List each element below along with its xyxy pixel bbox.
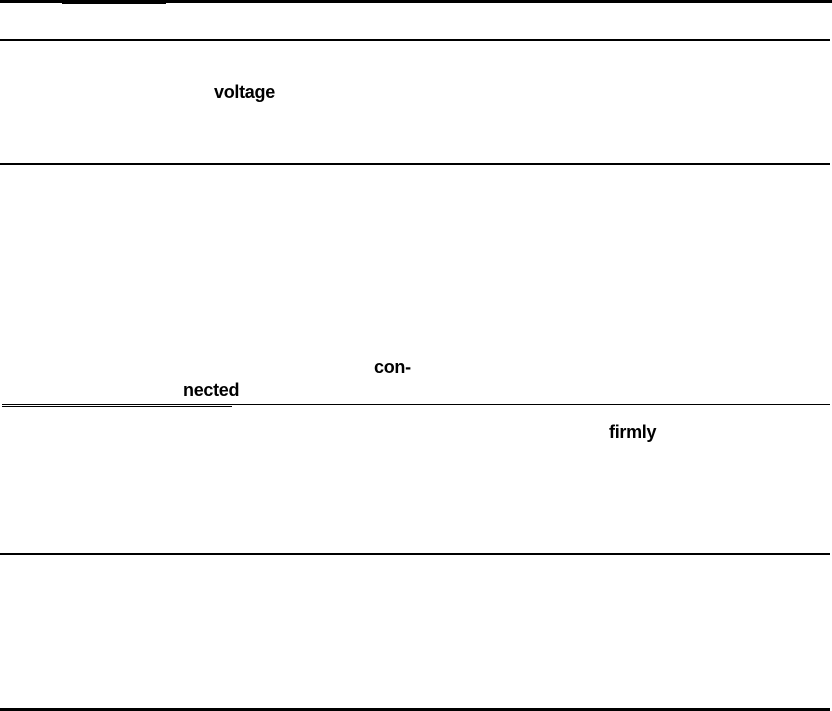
top-rule-tab [62, 0, 166, 4]
divider-1 [0, 39, 830, 41]
divider-3-double [2, 406, 232, 407]
divider-3 [2, 404, 830, 405]
divider-2 [0, 163, 830, 165]
word-con: con- [374, 357, 411, 377]
top-rule [0, 0, 832, 3]
divider-4 [0, 553, 830, 555]
bottom-rule [0, 708, 830, 711]
word-nected: nected [183, 380, 240, 400]
word-firmly: firmly [609, 422, 657, 442]
word-voltage: voltage [214, 82, 275, 102]
